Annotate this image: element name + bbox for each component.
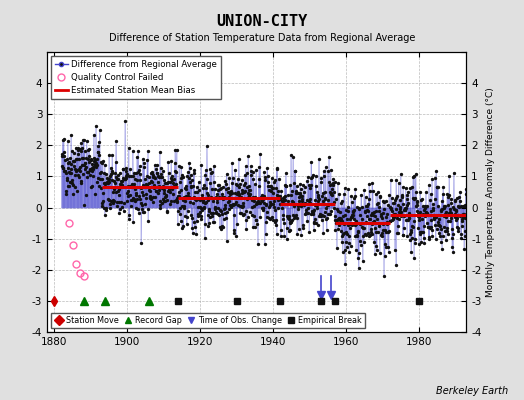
Text: Berkeley Earth: Berkeley Earth	[436, 386, 508, 396]
Y-axis label: Monthly Temperature Anomaly Difference (°C): Monthly Temperature Anomaly Difference (…	[486, 87, 495, 297]
Text: Difference of Station Temperature Data from Regional Average: Difference of Station Temperature Data f…	[109, 33, 415, 43]
Legend: Station Move, Record Gap, Time of Obs. Change, Empirical Break: Station Move, Record Gap, Time of Obs. C…	[51, 312, 365, 328]
Text: UNION-CITY: UNION-CITY	[216, 14, 308, 30]
